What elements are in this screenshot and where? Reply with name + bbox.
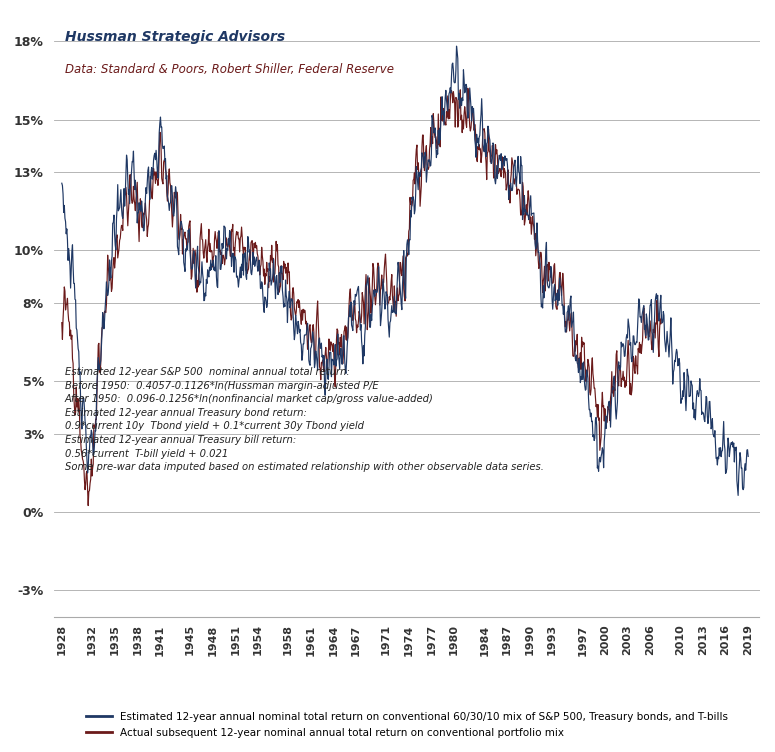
Legend: Estimated 12-year annual nominal total return on conventional 60/30/10 mix of S&: Estimated 12-year annual nominal total r… [86, 711, 728, 738]
Text: Hussman Strategic Advisors: Hussman Strategic Advisors [65, 30, 285, 44]
Text: Estimated 12-year S&P 500  nominal annual total return:
Before 1950:  0.4057-0.1: Estimated 12-year S&P 500 nominal annual… [65, 367, 544, 472]
Text: Data: Standard & Poors, Robert Shiller, Federal Reserve: Data: Standard & Poors, Robert Shiller, … [65, 63, 394, 76]
